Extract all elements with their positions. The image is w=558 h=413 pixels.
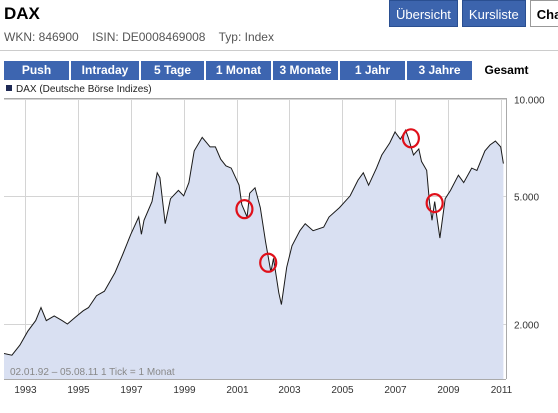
divider bbox=[0, 50, 558, 51]
x-tick-label: 2005 bbox=[331, 385, 354, 396]
legend-label: DAX (Deutsche Börse Indizes) bbox=[16, 84, 152, 95]
period-3-monate[interactable]: 3 Monate bbox=[273, 61, 338, 80]
chart-footer: 02.01.92 – 05.08.11 1 Tick = 1 Monat bbox=[10, 367, 175, 378]
x-tick-label: 2003 bbox=[278, 385, 301, 396]
period-push[interactable]: Push bbox=[4, 61, 69, 80]
price-area bbox=[4, 130, 504, 379]
period-1-monat[interactable]: 1 Monat bbox=[206, 61, 271, 80]
tab-kursliste[interactable]: Kursliste bbox=[461, 0, 526, 27]
legend-swatch bbox=[6, 85, 12, 91]
wkn-label: WKN: 846900 bbox=[4, 30, 79, 44]
isin-label: ISIN: DE0008469008 bbox=[92, 30, 206, 44]
price-chart[interactable]: DAX (Deutsche Börse Indizes) 10.000 5.000… bbox=[3, 83, 554, 408]
chart-svg: DAX (Deutsche Börse Indizes) 10.000 5.000… bbox=[3, 84, 545, 396]
period-gesamt[interactable]: Gesamt bbox=[474, 61, 539, 80]
x-tick-label: 1997 bbox=[120, 385, 143, 396]
highlight-circle bbox=[235, 199, 254, 220]
top-nav: Übersicht Kursliste Cha bbox=[389, 0, 558, 27]
x-tick-label: 1999 bbox=[173, 385, 196, 396]
highlight-circle bbox=[425, 192, 444, 214]
period-5-tage[interactable]: 5 Tage bbox=[141, 61, 204, 80]
period-selector: Push Intraday 5 Tage 1 Monat 3 Monate 1 … bbox=[4, 61, 539, 80]
x-tick-label: 1993 bbox=[14, 385, 37, 396]
highlight-circle bbox=[259, 252, 278, 273]
tab-uebersicht[interactable]: Übersicht bbox=[389, 0, 458, 27]
page-title: DAX bbox=[4, 4, 40, 23]
y-tick-label: 5.000 bbox=[514, 193, 539, 204]
period-1-jahr[interactable]: 1 Jahr bbox=[340, 61, 405, 80]
x-tick-label: 2007 bbox=[384, 385, 407, 396]
period-intraday[interactable]: Intraday bbox=[71, 61, 139, 80]
x-tick-label: 2001 bbox=[226, 385, 249, 396]
x-tick-label: 1995 bbox=[67, 385, 90, 396]
highlight-circle bbox=[401, 128, 420, 149]
x-tick-label: 2009 bbox=[437, 385, 460, 396]
x-tick-label: 2011 bbox=[491, 385, 513, 396]
y-tick-label: 10.000 bbox=[514, 96, 545, 107]
y-tick-label: 2.000 bbox=[514, 321, 539, 332]
tab-chart[interactable]: Cha bbox=[529, 0, 558, 27]
instrument-meta: WKN: 846900 ISIN: DE0008469008 Typ: Inde… bbox=[4, 30, 284, 44]
type-label: Typ: Index bbox=[218, 30, 274, 44]
period-3-jahre[interactable]: 3 Jahre bbox=[407, 61, 472, 80]
price-line bbox=[3, 129, 504, 356]
